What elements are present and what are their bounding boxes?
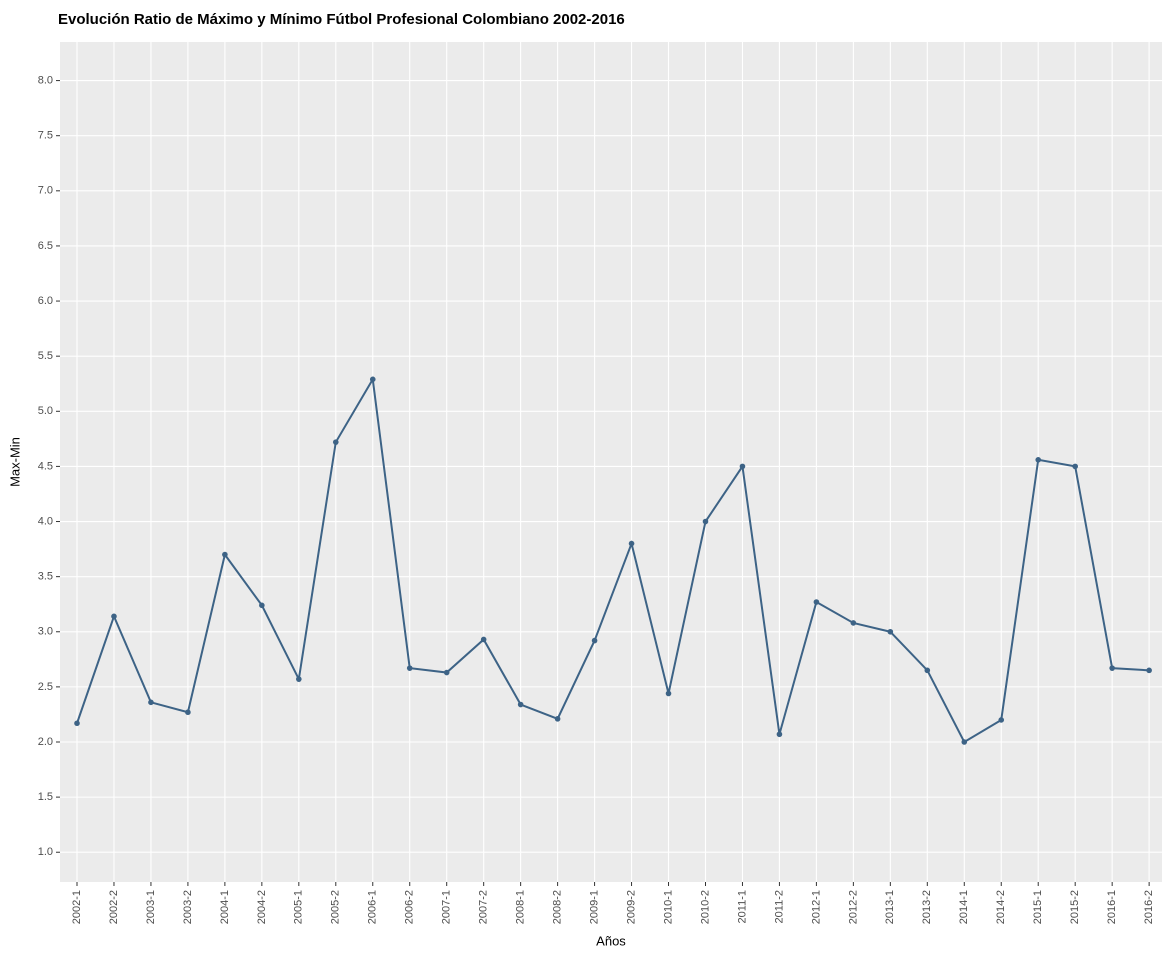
point: [739, 463, 746, 470]
y-tick-label: 2.5: [38, 681, 53, 693]
x-tick-label: 2009-1: [588, 890, 600, 924]
x-tick-label: 2004-1: [219, 890, 231, 924]
y-tick-label: 3.0: [38, 626, 53, 638]
x-tick-label: 2009-2: [625, 890, 637, 924]
point: [1146, 667, 1152, 674]
x-tick-label: 2011-1: [736, 890, 748, 923]
x-tick-label: 2013-2: [921, 890, 933, 924]
y-tick-label: 1.0: [38, 846, 53, 858]
x-tick-label: 2008-1: [515, 890, 527, 924]
x-tick-label: 2015-2: [1069, 890, 1081, 924]
point: [813, 599, 820, 605]
point: [480, 636, 487, 643]
point: [887, 628, 894, 635]
point: [443, 669, 450, 676]
point: [406, 665, 413, 671]
x-tick-label: 2013-1: [884, 890, 896, 924]
point: [517, 701, 524, 708]
x-tick-label: 2004-2: [256, 890, 268, 924]
point: [148, 699, 154, 706]
x-tick-label: 2010-1: [662, 890, 674, 924]
y-tick-label: 3.5: [38, 571, 53, 583]
point: [628, 540, 635, 547]
x-tick-label: 2012-2: [847, 890, 859, 924]
point: [259, 602, 265, 609]
x-tick-label: 2014-1: [958, 890, 970, 924]
x-tick-label: 2007-1: [441, 890, 453, 924]
x-tick-label: 2007-2: [478, 890, 490, 924]
y-tick-label: 5.5: [38, 350, 53, 362]
x-tick-label: 2015-1: [1032, 890, 1044, 924]
point: [1072, 463, 1078, 470]
point: [924, 667, 931, 674]
x-axis-title: Años: [596, 933, 626, 948]
y-tick-label: 7.5: [38, 130, 53, 142]
x-tick-label: 2002-2: [108, 890, 120, 924]
point: [850, 620, 857, 626]
x-tick-label: 2006-2: [404, 890, 416, 924]
point: [369, 376, 376, 383]
y-axis-title: Max-Min: [7, 437, 22, 487]
x-tick-label: 2012-1: [810, 890, 822, 924]
point: [74, 720, 80, 727]
y-tick-label: 8.0: [38, 74, 53, 86]
x-tick-label: 2008-2: [552, 890, 564, 924]
x-tick-label: 2016-2: [1143, 890, 1155, 924]
x-tick-label: 2003-2: [182, 890, 194, 924]
point: [591, 637, 598, 644]
point: [185, 709, 191, 716]
x-tick-label: 2005-1: [293, 890, 305, 924]
point: [702, 518, 709, 525]
point: [665, 690, 672, 697]
point: [776, 731, 783, 738]
y-tick-label: 4.0: [38, 515, 53, 527]
x-tick-label: 2016-1: [1106, 890, 1118, 924]
y-tick-label: 4.5: [38, 460, 53, 472]
y-tick-label: 2.0: [38, 736, 53, 748]
x-tick-label: 2010-2: [699, 890, 711, 924]
x-tick-label: 2014-2: [995, 890, 1007, 924]
point: [1035, 456, 1042, 463]
x-tick-label: 2003-1: [145, 890, 157, 924]
y-tick-label: 7.0: [38, 185, 53, 197]
point: [1109, 665, 1115, 671]
line: [76, 376, 1150, 744]
point: [998, 717, 1005, 723]
point: [332, 439, 339, 445]
y-tick-label: 5.0: [38, 405, 53, 417]
point: [222, 551, 228, 558]
point: [554, 716, 561, 722]
y-tick-label: 6.5: [38, 240, 53, 252]
y-tick-label: 1.5: [38, 791, 53, 803]
x-tick-label: 2002-1: [71, 890, 83, 924]
chart-title: Evolución Ratio de Máximo y Mínimo Fútbo…: [58, 11, 625, 28]
point: [111, 613, 117, 620]
x-tick-label: 2006-1: [367, 890, 379, 924]
x-tick-label: 2011-2: [773, 890, 785, 923]
y-tick-label: 6.0: [38, 295, 53, 307]
x-tick-label: 2005-2: [330, 890, 342, 924]
point: [296, 676, 302, 682]
point: [961, 739, 968, 745]
